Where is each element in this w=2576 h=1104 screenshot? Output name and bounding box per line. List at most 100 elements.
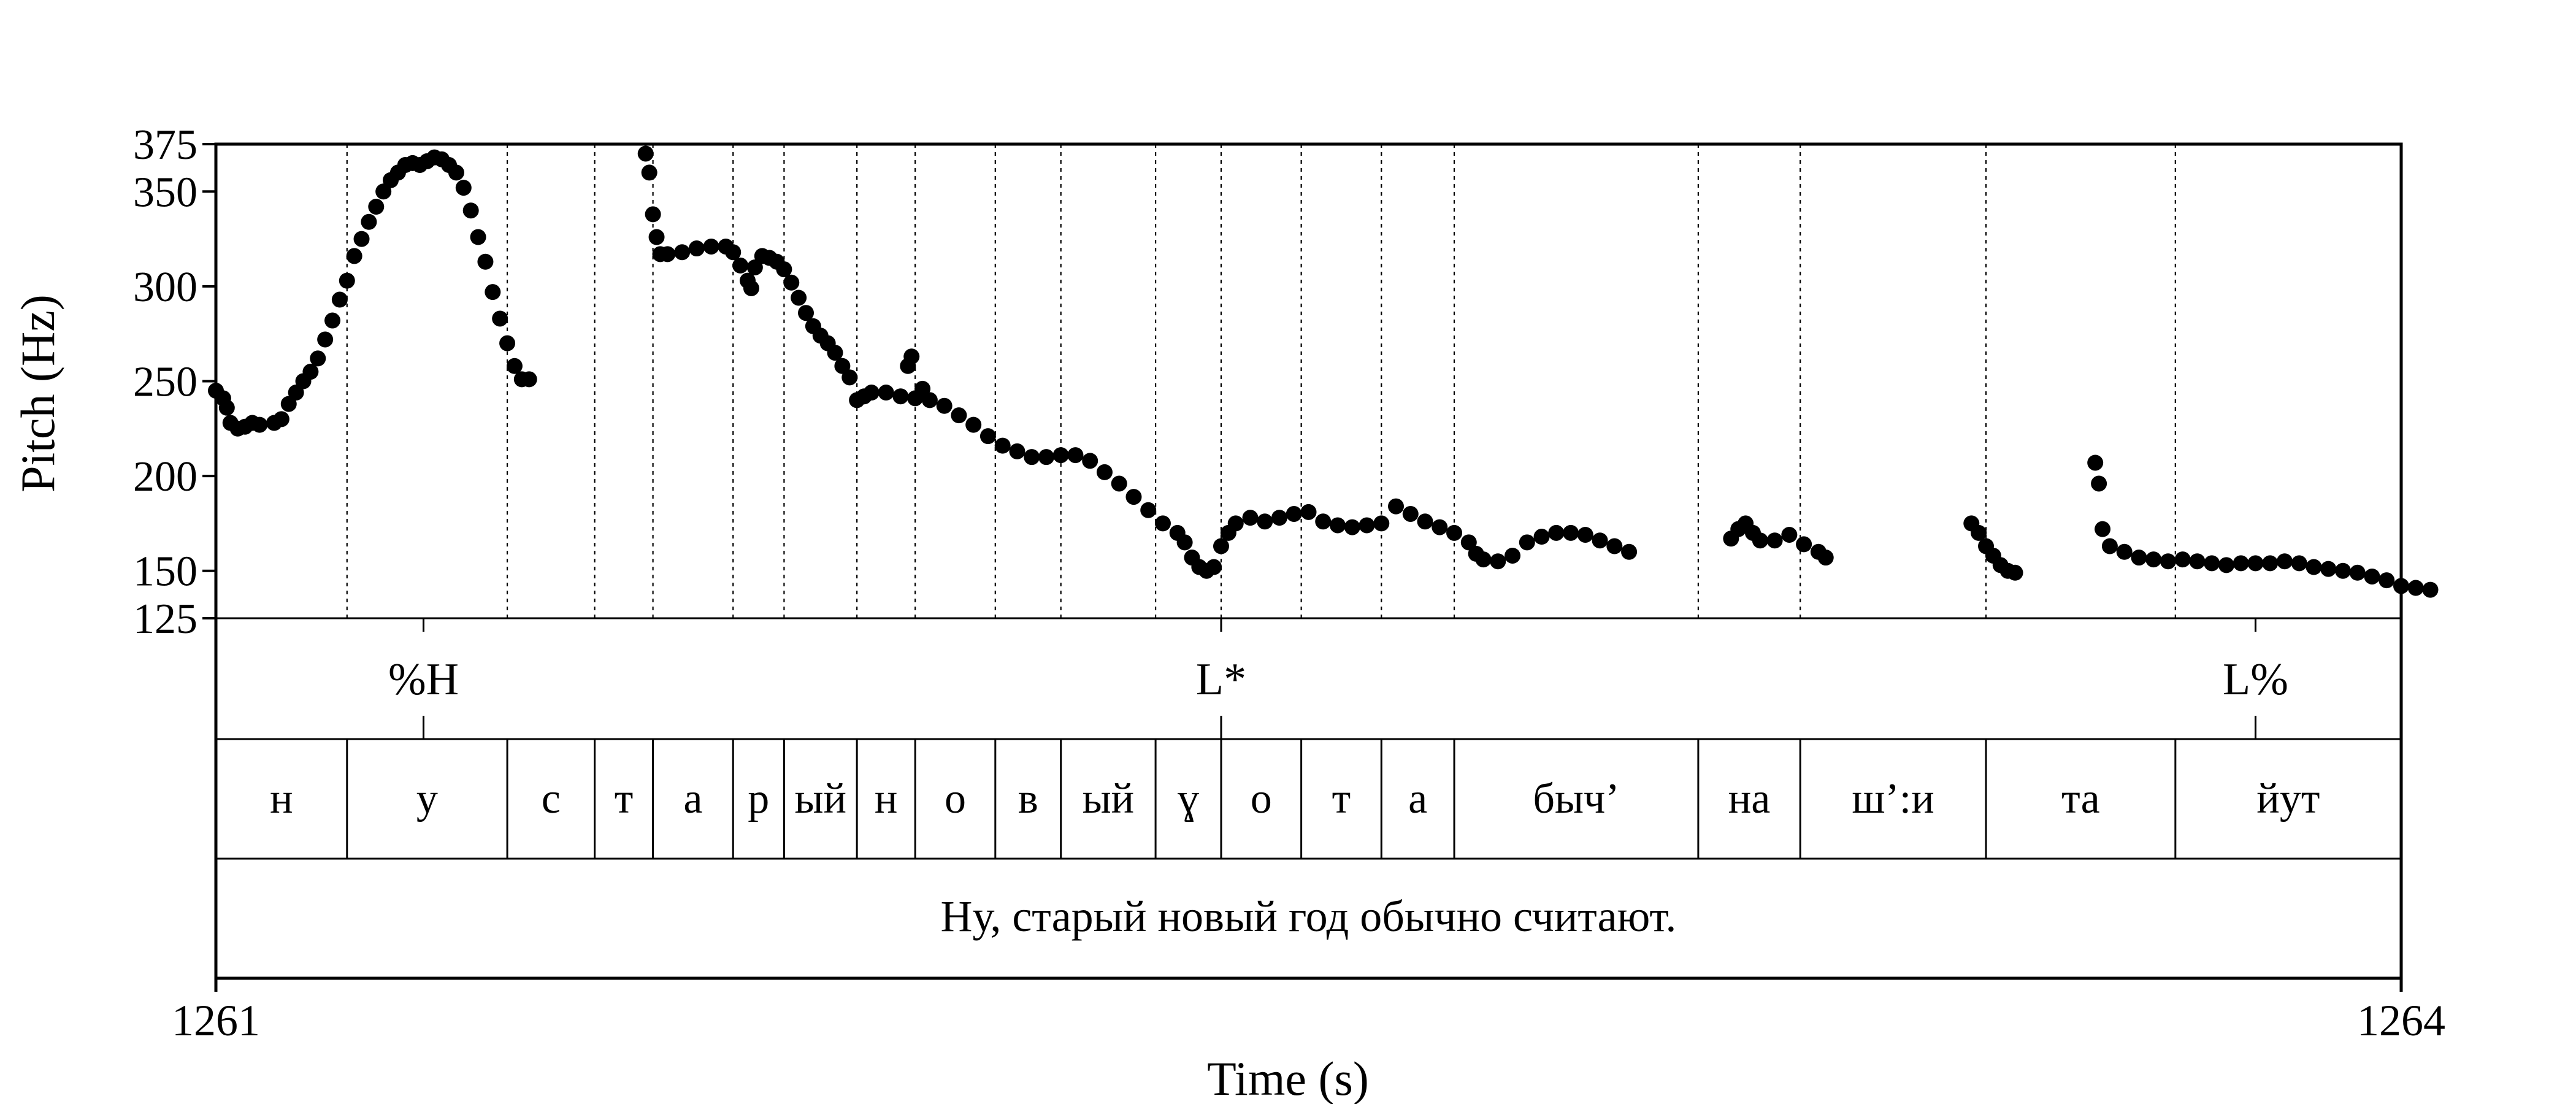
pitch-point (688, 240, 705, 257)
pitch-point (1752, 532, 1768, 549)
pitch-point (648, 229, 665, 245)
pitch-point (863, 385, 880, 401)
pitch-point (1606, 538, 1623, 554)
pitch-point (1548, 524, 1565, 541)
segment-label: на (1728, 775, 1771, 822)
pitch-point (1140, 502, 1157, 518)
pitch-point (2204, 555, 2220, 572)
pitch-point (288, 385, 304, 401)
pitch-point (2349, 564, 2366, 581)
pitch-point (2422, 581, 2439, 598)
pitch-point (965, 416, 982, 433)
pitch-point (492, 310, 508, 327)
outer-frame (214, 142, 2403, 980)
pitch-point (1519, 534, 1535, 551)
segment-label: быч’ (1533, 775, 1619, 822)
pitch-point (331, 291, 348, 308)
pitch-point (1096, 464, 1113, 480)
pitch-point (1227, 515, 1244, 532)
segment-label: ый (795, 775, 847, 822)
pitch-point (1206, 559, 1222, 575)
pitch-point (1111, 475, 1127, 492)
pitch-point (499, 335, 516, 351)
pitch-point (791, 289, 807, 306)
boundary-guides (346, 144, 2176, 618)
tone-label: %H (388, 654, 459, 705)
pitch-point (878, 385, 894, 401)
pitch-point (1009, 443, 1025, 459)
frame (202, 142, 2403, 992)
pitch-point (1592, 532, 1608, 549)
pitch-point (368, 199, 385, 215)
pitch-point (2091, 475, 2107, 492)
segment-label: с (542, 775, 561, 822)
segment-label: т (1332, 775, 1351, 822)
pitch-point (2291, 555, 2307, 572)
pitch-point (218, 399, 235, 416)
pitch-point (1082, 453, 1098, 469)
pitch-point (1460, 534, 1477, 551)
segment-label: а (1408, 775, 1427, 822)
pitch-point (1577, 526, 1593, 543)
pitch-point (521, 371, 537, 388)
pitch-point (703, 238, 719, 255)
pitch-point (2189, 553, 2206, 570)
pitch-point (1446, 524, 1463, 541)
pitch-point (1621, 543, 1638, 560)
pitch-point (2007, 564, 2023, 581)
pitch-point (2101, 538, 2118, 554)
pitch-point (732, 257, 749, 274)
pitch-point (1024, 449, 1040, 466)
pitch-point (1315, 513, 1332, 530)
segment-label: р (748, 775, 769, 822)
pitch-point (1286, 505, 1302, 522)
pitch-point (2116, 543, 2133, 560)
x-tick-label: 1261 (172, 996, 260, 1045)
pitch-point (2218, 557, 2234, 573)
pitch-point (2379, 572, 2395, 589)
pitch-point (637, 145, 654, 162)
pitch-point (1417, 513, 1433, 530)
segment-label: о (1251, 775, 1272, 822)
pitch-point (310, 350, 326, 367)
segment-label: т (615, 775, 634, 822)
pitch-point (1505, 547, 1521, 564)
pitch-point (317, 331, 334, 348)
pitch-point (1373, 515, 1390, 532)
tone-label: L% (2223, 654, 2288, 705)
pitch-point (1213, 538, 1229, 554)
segment-label: н (875, 775, 897, 822)
pitch-point (841, 369, 858, 386)
pitch-point (834, 358, 851, 374)
pitch-point (776, 261, 792, 278)
pitch-point (2174, 551, 2191, 568)
pitch-point (324, 312, 341, 329)
y-tick-label: 350 (133, 169, 197, 216)
tone-label: L* (1196, 654, 1246, 705)
pitch-point (273, 411, 289, 427)
pitch-point (455, 180, 472, 196)
pitch-point (2087, 454, 2104, 471)
pitch-point (2306, 559, 2322, 575)
pitch-point (645, 206, 661, 223)
pitch-point (1563, 524, 1579, 541)
pitch-point (2247, 555, 2264, 572)
y-tick-label: 125 (133, 596, 197, 643)
pitch-point (485, 284, 501, 301)
pitch-point (1796, 536, 1812, 553)
pitch-point (1125, 489, 1142, 505)
segment-label: йут (2256, 775, 2320, 822)
pitch-point (725, 244, 742, 261)
pitch-point (1154, 515, 1171, 532)
pitch-point (1402, 505, 1419, 522)
pitch-point (827, 345, 843, 361)
pitch-point (743, 280, 759, 296)
pitch-point (1271, 510, 1287, 526)
pitch-point (1330, 517, 1346, 534)
pitch-point (1817, 550, 1834, 566)
pitch-point (2334, 562, 2351, 579)
pitch-point (914, 380, 931, 397)
